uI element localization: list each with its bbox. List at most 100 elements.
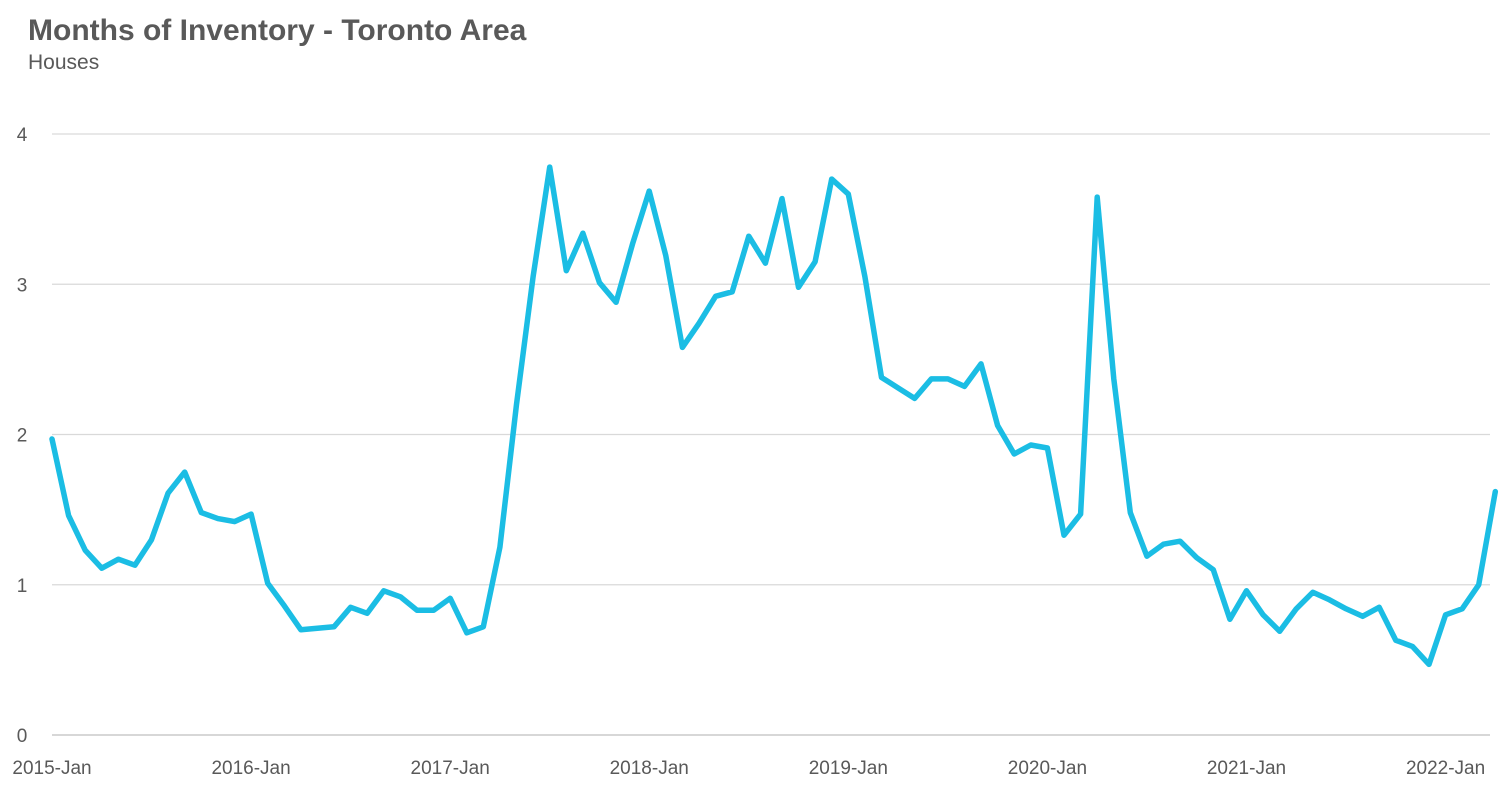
x-tick-label: 2015-Jan: [12, 758, 91, 779]
data-point: [116, 557, 121, 562]
data-point: [630, 241, 635, 246]
data-point: [663, 253, 668, 258]
data-point: [1111, 376, 1117, 382]
data-point: [846, 191, 851, 197]
data-point: [348, 605, 353, 610]
data-point: [265, 581, 270, 586]
data-point: [812, 259, 818, 264]
chart-title: Months of Inventory - Toronto Area: [28, 14, 527, 47]
x-tick-label: 2017-Jan: [411, 758, 490, 779]
data-point: [232, 519, 237, 524]
x-tick-label: 2022-Jan: [1406, 758, 1485, 779]
y-tick-label: 4: [17, 125, 28, 146]
data-point: [945, 376, 951, 382]
data-point: [1161, 542, 1166, 547]
data-point: [381, 588, 386, 593]
data-point: [530, 274, 536, 279]
data-point: [1128, 510, 1133, 515]
data-point: [282, 603, 287, 608]
data-point: [1078, 511, 1083, 517]
chart-subtitle: Houses: [28, 51, 100, 74]
y-tick-label: 1: [17, 576, 28, 597]
data-point: [696, 321, 702, 326]
data-point: [1377, 605, 1382, 610]
data-point: [248, 511, 254, 517]
data-point: [680, 345, 685, 350]
data-point: [149, 537, 154, 542]
data-point: [66, 513, 71, 518]
data-point: [895, 385, 901, 391]
data-point: [1028, 442, 1034, 448]
y-tick-label: 0: [17, 726, 28, 747]
data-point: [879, 375, 884, 380]
data-point: [215, 516, 221, 521]
data-point: [779, 196, 785, 201]
data-point: [1045, 445, 1050, 451]
y-tick-label: 2: [17, 426, 28, 447]
data-point: [414, 608, 420, 613]
data-point: [1294, 606, 1299, 611]
series-group: [49, 164, 1499, 668]
data-point: [132, 563, 138, 568]
data-point: [713, 294, 718, 299]
data-point: [497, 545, 503, 550]
data-point: [464, 630, 469, 635]
x-tick-label: 2018-Jan: [610, 758, 689, 779]
data-point: [763, 261, 768, 266]
data-point: [1227, 617, 1233, 622]
x-tick-label: 2019-Jan: [809, 758, 888, 779]
data-point: [199, 510, 204, 515]
data-point: [514, 402, 519, 407]
data-point: [730, 289, 735, 294]
x-axis: 2015-Jan 2016-Jan 2017-Jan 2018-Jan 2019-Jan…: [12, 758, 1485, 779]
series-line-houses: [49, 164, 1499, 668]
data-point: [1327, 597, 1332, 602]
data-point: [746, 234, 751, 239]
y-tick-label: 3: [17, 275, 28, 296]
data-point: [547, 164, 552, 170]
data-point: [99, 566, 105, 571]
data-point: [431, 608, 436, 613]
data-point: [597, 280, 602, 285]
data-point: [796, 285, 801, 290]
data-point: [1343, 606, 1349, 611]
data-point: [1095, 194, 1100, 200]
data-point: [481, 624, 486, 629]
data-point: [580, 231, 586, 236]
data-point: [1144, 554, 1150, 559]
data-point: [1012, 451, 1017, 457]
data-point: [1244, 588, 1249, 593]
data-point: [978, 361, 984, 367]
data-point: [182, 469, 187, 475]
data-point: [1277, 629, 1282, 634]
data-point: [647, 188, 652, 194]
data-point: [448, 596, 453, 601]
data-point: [398, 594, 403, 599]
data-point: [365, 611, 370, 616]
data-point: [929, 376, 934, 382]
data-point: [1310, 590, 1316, 595]
data-point: [1426, 662, 1432, 667]
data-point: [1460, 606, 1465, 611]
data-point: [1476, 582, 1481, 587]
data-point: [613, 300, 619, 305]
data-point: [862, 274, 868, 279]
data-point: [315, 626, 320, 631]
data-point: [564, 268, 569, 273]
data-point: [1493, 489, 1498, 494]
data-point: [1360, 614, 1365, 619]
data-point: [165, 490, 171, 496]
data-point: [1410, 644, 1415, 649]
y-axis: 0 1 2 3 4: [17, 125, 28, 747]
data-point: [1194, 555, 1199, 560]
data-point: [83, 548, 88, 553]
data-point: [1393, 638, 1399, 643]
data-point: [1061, 533, 1067, 538]
gridlines: [52, 133, 1490, 736]
data-point: [331, 624, 337, 629]
data-point: [298, 627, 304, 632]
data-point: [1260, 612, 1266, 617]
data-point: [1211, 567, 1216, 572]
x-tick-label: 2016-Jan: [211, 758, 290, 779]
